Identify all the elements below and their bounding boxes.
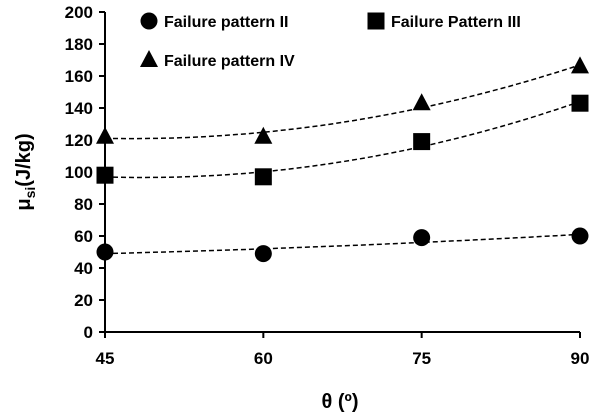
legend: Failure pattern II Failure Pattern III Fai… (140, 12, 521, 70)
y-tick-label: 80 (74, 195, 93, 214)
y-tick-label: 200 (65, 3, 93, 22)
data-point-series-2 (96, 166, 114, 184)
data-points (96, 56, 589, 263)
x-tick-label: 45 (96, 349, 115, 368)
x-tick-label: 60 (254, 349, 273, 368)
y-axis-title-unit: (J/kg) (13, 133, 35, 186)
data-point-series-1 (254, 245, 272, 263)
legend-marker-series-3 (140, 50, 158, 67)
trendline-series-3 (104, 64, 581, 140)
y-tick-label: 60 (74, 227, 93, 246)
y-tick-label: 120 (65, 131, 93, 150)
data-point-series-3 (412, 93, 431, 111)
data-point-series-1 (571, 227, 589, 245)
y-tick-label: 140 (65, 99, 93, 118)
y-tick-label: 160 (65, 67, 93, 86)
y-axis-title-sub: si (22, 187, 38, 199)
y-tick-label: 40 (74, 259, 93, 278)
y-axis-title: μsi(J/kg) (13, 133, 38, 210)
data-point-series-3 (571, 56, 589, 74)
data-point-series-1 (96, 243, 114, 261)
data-point-series-2 (571, 94, 589, 112)
trendline-series-2 (104, 100, 581, 179)
y-tick-label: 100 (65, 163, 93, 182)
data-point-series-2 (413, 133, 431, 151)
y-axis-title-main: μ (13, 198, 35, 210)
data-point-series-3 (96, 126, 114, 144)
data-point-series-3 (254, 126, 273, 144)
legend-label-series-2: Failure Pattern III (391, 14, 521, 31)
y-tick-label: 180 (65, 35, 93, 54)
axis-ticks: 0 20 40 60 80 100 120 140 160 180 200 45 60 75 90 (65, 3, 590, 368)
x-axis-title: θ (º) (322, 391, 359, 413)
legend-label-series-3: Failure pattern IV (164, 53, 295, 70)
y-tick-label: 20 (74, 291, 93, 310)
y-tick-label: 0 (84, 323, 93, 342)
x-tick-label: 90 (571, 349, 590, 368)
trendlines (104, 64, 581, 255)
legend-marker-series-2 (367, 12, 385, 30)
trendline-series-1 (104, 233, 581, 255)
legend-label-series-1: Failure pattern II (164, 14, 288, 31)
legend-marker-series-1 (140, 12, 158, 30)
data-point-series-1 (413, 229, 431, 247)
data-point-series-2 (254, 168, 272, 186)
x-tick-label: 75 (412, 349, 431, 368)
